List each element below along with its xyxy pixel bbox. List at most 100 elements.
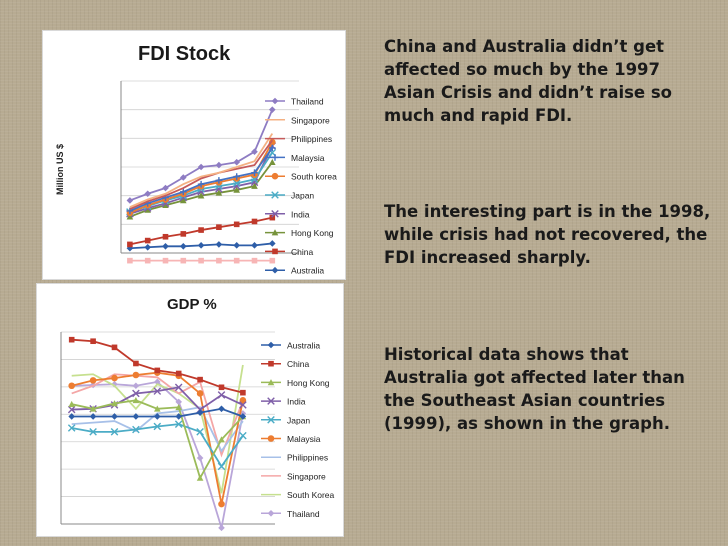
fdi-legend-label-china: China xyxy=(291,247,313,257)
commentary-paragraph-3: Historical data shows that Australia got… xyxy=(384,345,685,433)
gdp-australia-point xyxy=(154,413,161,420)
fdi-hong-kong-point xyxy=(180,197,187,204)
fdi-unnamed-point xyxy=(162,257,169,264)
gdp-chart-svg: Australia China Hong Kong India Japan Malaysi… xyxy=(60,331,335,532)
fdi-malaysia-point xyxy=(251,169,258,177)
fdi-hong-kong-point xyxy=(126,213,134,220)
fdi-thailand-point xyxy=(197,163,205,171)
gdp-legend-label-japan: Japan xyxy=(287,415,310,425)
gdp-australia-point xyxy=(111,413,118,420)
fdi-malaysia-point xyxy=(233,173,240,180)
gdp-australia-point xyxy=(89,413,97,420)
commentary-paragraph-2: The interesting part is in the 1998, whi… xyxy=(384,202,711,267)
fdi-china-point xyxy=(144,237,151,244)
gdp-chart-title: GDP % xyxy=(167,296,217,313)
fdi-thailand-point xyxy=(126,197,134,204)
fdi-australia-point xyxy=(162,243,169,250)
fdi-unnamed-point xyxy=(251,257,258,264)
fdi-legend-label-thailand: Thailand xyxy=(291,97,324,107)
fdi-unnamed-point xyxy=(127,257,133,264)
gdp-china-point xyxy=(240,389,246,396)
fdi-hong-kong-point xyxy=(162,201,169,209)
fdi-china-point xyxy=(162,233,169,240)
gdp-legend-label-china: China xyxy=(287,359,309,369)
gdp-hong-kong-point xyxy=(218,436,225,443)
gdp-hong-kong-point xyxy=(132,397,140,404)
gdp-legend-label-south-korea: South Korea xyxy=(287,490,335,500)
fdi-series-malaysia xyxy=(126,144,276,215)
gdp-series-china xyxy=(68,336,246,396)
gdp-malaysia-point xyxy=(218,500,225,508)
gdp-australia-point xyxy=(175,413,182,420)
gdp-thailand-point xyxy=(132,382,140,390)
gdp-legend-hong-kong-marker xyxy=(267,379,275,386)
fdi-malaysia-point xyxy=(215,177,223,184)
fdi-china-point xyxy=(269,214,276,221)
fdi-australia-point xyxy=(215,241,223,248)
fdi-series-philippines xyxy=(129,139,274,210)
fdi-legend-japan-marker xyxy=(271,191,279,199)
gdp-hong-kong-point xyxy=(89,405,97,412)
gdp-india-point xyxy=(153,387,162,395)
gdp-series-thailand xyxy=(68,378,247,532)
fdi-legend-thailand-marker xyxy=(271,97,279,105)
gdp-india-point xyxy=(132,389,140,398)
fdi-legend-hong-kong-marker xyxy=(271,229,279,236)
fdi-australia-point xyxy=(269,240,276,247)
fdi-australia-point xyxy=(233,242,240,249)
fdi-australia-point xyxy=(180,243,187,250)
fdi-series-unnamed xyxy=(127,257,276,264)
gdp-legend-label-australia: Australia xyxy=(287,341,320,351)
gdp-thailand-point xyxy=(218,524,225,532)
fdi-chart-svg: Thailand Singapore Philippines Malaysia Sout… xyxy=(120,80,337,276)
fdi-thailand-point xyxy=(162,184,169,192)
gdp-legend-china-marker xyxy=(268,360,274,367)
gdp-malaysia-point xyxy=(89,377,97,384)
fdi-thailand-point xyxy=(215,161,223,169)
fdi-series-singapore xyxy=(129,133,274,208)
fdi-hong-kong-point xyxy=(251,182,258,189)
fdi-legend: Thailand Singapore Philippines Malaysia Sout… xyxy=(265,97,337,276)
fdi-legend-label-hong-kong: Hong Kong xyxy=(291,228,334,238)
gdp-india-point xyxy=(239,401,247,409)
gdp-china-point xyxy=(133,360,139,367)
gdp-china-point xyxy=(218,384,225,391)
fdi-thailand-point xyxy=(180,174,187,181)
gdp-legend-label-hong-kong: Hong Kong xyxy=(287,378,330,388)
gdp-legend-label-philippines: Philippines xyxy=(287,453,328,463)
gdp-legend-australia-marker xyxy=(267,341,275,349)
gdp-legend-label-thailand: Thailand xyxy=(287,509,320,519)
fdi-malaysia-point xyxy=(180,188,187,196)
fdi-china-point xyxy=(233,221,240,228)
fdi-hong-kong-point xyxy=(144,206,151,213)
fdi-series-china xyxy=(127,214,276,248)
gdp-japan-line xyxy=(71,423,244,469)
gdp-japan-point xyxy=(239,431,247,440)
gdp-hong-kong-point xyxy=(154,405,161,412)
gdp-series-japan xyxy=(67,420,247,471)
fdi-australia-point xyxy=(251,242,258,249)
gdp-malaysia-point xyxy=(68,382,75,390)
gdp-india-point xyxy=(67,405,76,414)
gdp-australia-point xyxy=(68,413,75,420)
fdi-unnamed-point xyxy=(269,257,276,264)
fdi-australia-point xyxy=(144,243,151,251)
fdi-legend-china-marker xyxy=(272,248,278,255)
gdp-chart: GDP % Australia China Hong Kong India Japan M… xyxy=(36,283,344,537)
fdi-legend-label-japan: Japan xyxy=(291,191,314,201)
gdp-japan-point xyxy=(89,428,97,436)
gdp-japan-point xyxy=(174,420,183,428)
gdp-legend-label-singapore: Singapore xyxy=(287,471,326,481)
gdp-legend-thailand-marker xyxy=(267,510,275,517)
fdi-hong-kong-point xyxy=(269,158,276,166)
gdp-japan-point xyxy=(217,462,226,471)
fdi-hong-kong-point xyxy=(233,186,240,193)
fdi-legend-label-philippines: Philippines xyxy=(291,134,332,144)
gdp-india-point xyxy=(174,383,183,392)
fdi-japan-point xyxy=(250,175,259,184)
fdi-thailand-point xyxy=(233,158,240,166)
fdi-legend-south-korea-marker xyxy=(271,172,279,180)
fdi-unnamed-point xyxy=(216,257,222,264)
gdp-hong-kong-point xyxy=(68,400,75,407)
fdi-unnamed-point xyxy=(180,257,187,264)
